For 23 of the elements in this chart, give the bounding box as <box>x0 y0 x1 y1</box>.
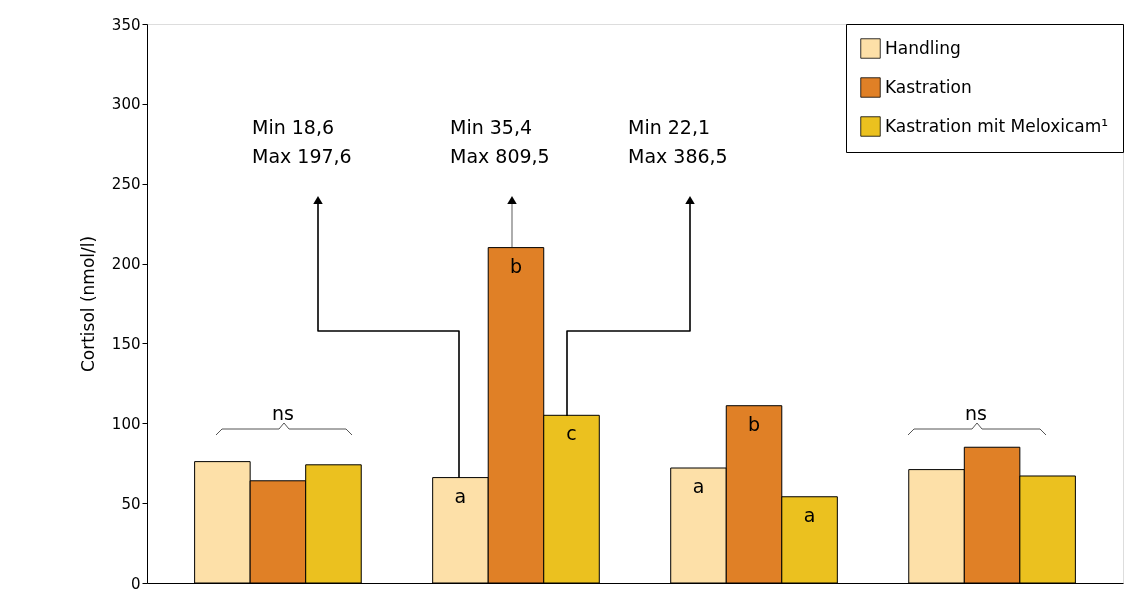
y-tick-label: 100 <box>111 414 141 433</box>
data-label: b <box>509 254 523 277</box>
y-tick-label: 300 <box>111 95 141 114</box>
legend-label: Kastration mit Meloxicam¹ <box>885 115 1109 136</box>
y-tick-label: 50 <box>121 494 141 513</box>
legend-label: Kastration <box>885 76 972 97</box>
legend-label: Handling <box>885 37 961 58</box>
data-label: b <box>747 412 761 435</box>
annotation: Min 18,6 Max 197,6 <box>252 116 352 167</box>
data-label: c <box>566 422 577 445</box>
annotation: ns <box>965 402 987 424</box>
y-axis-title: Cortisol (nmol/l) <box>77 235 98 373</box>
data-label: a <box>454 484 467 507</box>
y-tick-label: 200 <box>111 255 141 274</box>
data-label: a <box>692 475 705 498</box>
y-tick-label: 250 <box>111 175 141 194</box>
annotation: Min 35,4 Max 809,5 <box>450 116 550 167</box>
annotation: Min 22,1 Max 386,5 <box>628 116 728 167</box>
y-tick-label: 0 <box>130 574 141 593</box>
y-tick-label: 150 <box>111 334 141 353</box>
data-label: a <box>803 503 816 526</box>
annotation: ns <box>272 402 294 424</box>
y-tick-label: 350 <box>111 15 141 34</box>
